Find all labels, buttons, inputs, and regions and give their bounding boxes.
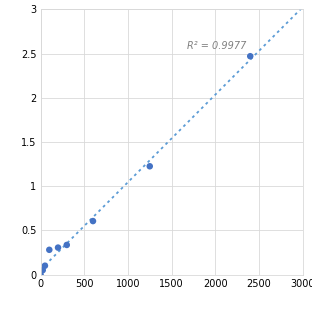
Point	[40, 268, 45, 273]
Point	[147, 164, 152, 169]
Point	[47, 247, 52, 252]
Text: R² = 0.9977: R² = 0.9977	[187, 41, 247, 51]
Point	[42, 263, 47, 268]
Point	[90, 219, 95, 224]
Point	[64, 242, 69, 247]
Point	[56, 245, 61, 250]
Point	[248, 54, 253, 59]
Point	[38, 272, 43, 277]
